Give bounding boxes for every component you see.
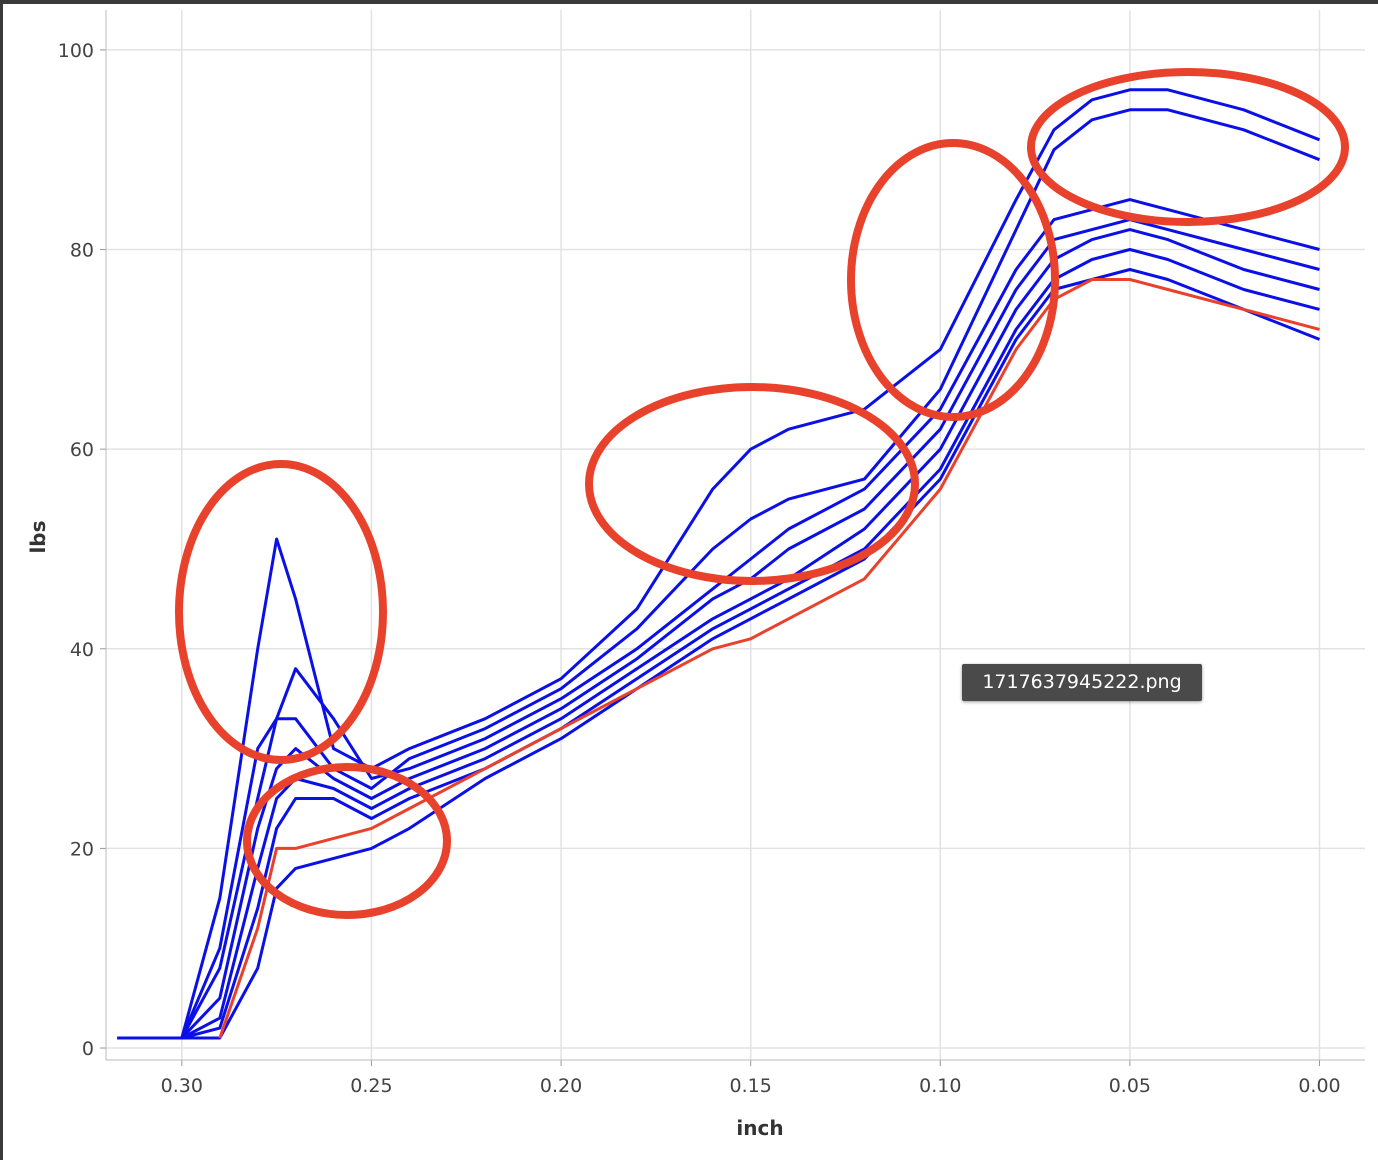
y-tick-label: 100 (58, 40, 94, 62)
x-tick-label: 0.05 (1109, 1075, 1151, 1097)
x-tick-label: 0.15 (730, 1075, 772, 1097)
x-tick-label: 0.00 (1298, 1075, 1340, 1097)
x-tick-label: 0.25 (350, 1075, 392, 1097)
data-line (117, 108, 1321, 1040)
y-tick-label: 40 (70, 639, 94, 661)
plot-area (106, 10, 1365, 1060)
data-line (218, 278, 1320, 1039)
highlight-ellipse (175, 460, 387, 764)
data-line (117, 228, 1320, 1040)
grid: 0 20 40 60 80 100 0.30 0.25 0.20 0.15 0.10 0.05 0.00 (58, 10, 1365, 1097)
highlight-ellipse (847, 139, 1059, 421)
y-tick-label: 0 (82, 1038, 94, 1060)
data-line (117, 268, 1321, 1040)
data-line (117, 248, 1320, 1040)
y-axis-label: lbs (26, 520, 50, 553)
data-line (117, 88, 1321, 1040)
highlight-ellipse (585, 383, 919, 585)
y-tick-label: 60 (70, 439, 94, 461)
left-border (0, 0, 3, 1160)
y-tick-label: 20 (70, 838, 94, 860)
x-axis-label: inch (736, 1116, 783, 1140)
x-tick-label: 0.30 (161, 1075, 203, 1097)
highlight-ellipse (1027, 68, 1349, 226)
tooltip: 1717637945222.png (962, 664, 1202, 701)
top-border (0, 0, 1378, 4)
ellipses (175, 68, 1349, 919)
x-tick-label: 0.10 (919, 1075, 961, 1097)
data-line (117, 218, 1320, 1040)
y-tick-label: 80 (70, 240, 94, 262)
lines (117, 88, 1321, 1040)
x-tick-label: 0.20 (540, 1075, 582, 1097)
highlight-ellipse (243, 763, 451, 919)
